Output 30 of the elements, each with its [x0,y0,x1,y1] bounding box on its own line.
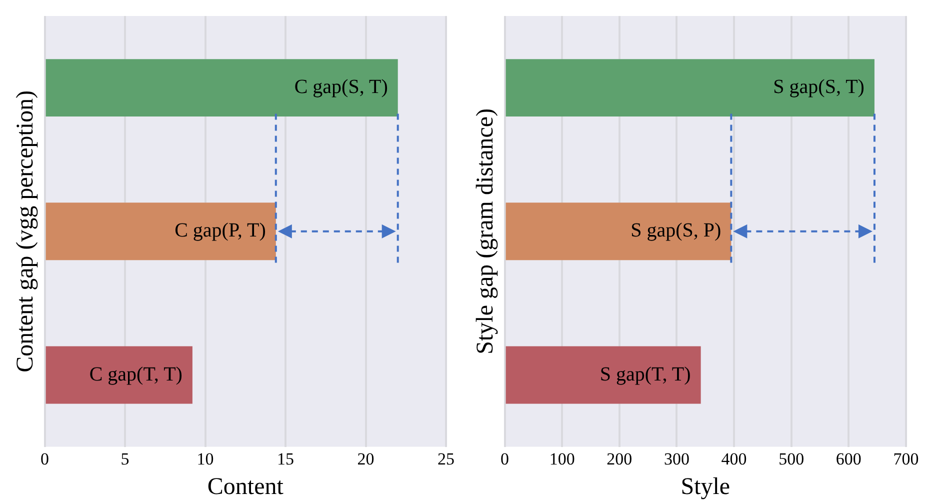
x-tick-label: 25 [438,449,454,468]
x-tick-label: 20 [357,449,374,468]
bar [46,202,276,260]
bar [46,59,398,117]
y-axis-title: Style gap (gram distance) [472,108,499,354]
y-tick-label: C gap(P, T) [174,220,266,242]
y-tick-label: C gap(S, T) [294,76,388,98]
x-tick-label: 700 [893,449,919,468]
bar [506,202,732,260]
x-tick-label: 100 [549,449,575,468]
x-tick-label: 400 [721,449,747,468]
bar [506,346,701,404]
x-axis-title: Style [680,474,730,500]
x-tick-label: 0 [500,449,510,468]
y-tick-label: S gap(S, P) [630,220,722,242]
x-tick-label: 600 [836,449,862,468]
bar [506,59,874,117]
y-tick-label: S gap(S, T) [773,76,864,98]
x-tick-label: 15 [277,449,294,468]
y-tick-label: S gap(T, T) [600,363,691,386]
x-tick-label: 10 [196,449,214,468]
y-axis-title: Content gap (vgg perception) [12,90,39,372]
x-tick-label: 0 [40,449,50,468]
y-tick-label: C gap(T, T) [89,363,182,386]
bar [46,346,192,404]
x-tick-label: 300 [664,449,690,468]
x-tick-label: 200 [606,449,632,468]
x-tick-label: 500 [778,449,804,468]
x-axis-title: Content [207,474,284,500]
x-tick-label: 5 [120,449,130,468]
